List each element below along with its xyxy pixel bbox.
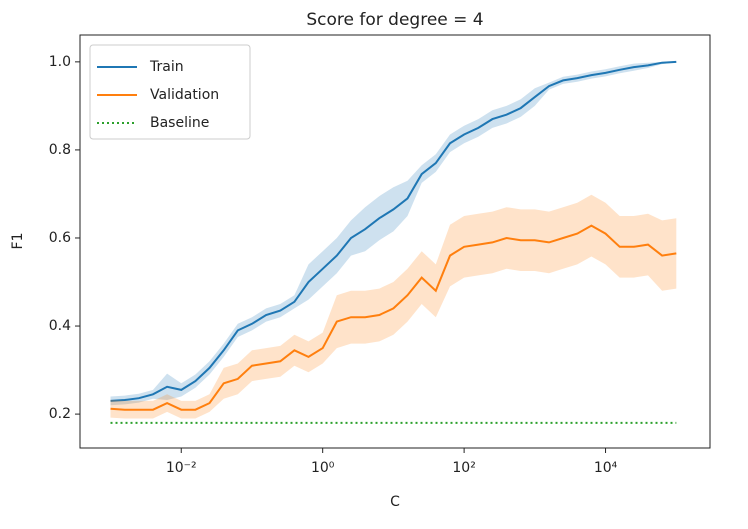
- legend-label: Baseline: [150, 115, 209, 131]
- x-tick-label: 10²: [452, 460, 475, 476]
- x-tick-label: 10⁰: [311, 460, 335, 476]
- plot-frame: [79, 34, 711, 449]
- legend-box: [89, 44, 251, 140]
- series-line: [110, 224, 677, 411]
- x-axis-label: C: [390, 494, 400, 510]
- y-tick-label: 0.2: [49, 406, 71, 422]
- series-line: [110, 60, 677, 402]
- y-tick-label: 0.8: [49, 142, 71, 158]
- x-tick-label: 10⁻²: [166, 460, 197, 476]
- y-tick-label: 0.4: [49, 318, 71, 334]
- chart-title: Score for degree = 4: [306, 10, 483, 30]
- legend-label: Validation: [150, 87, 219, 103]
- error-band: [110, 61, 677, 406]
- y-axis-label: F1: [10, 233, 26, 250]
- legend-label: Train: [149, 59, 184, 75]
- y-tick-label: 0.6: [49, 230, 71, 246]
- y-tick-label: 1.0: [49, 54, 71, 70]
- error-band: [110, 194, 677, 419]
- x-tick-label: 10⁴: [594, 460, 618, 476]
